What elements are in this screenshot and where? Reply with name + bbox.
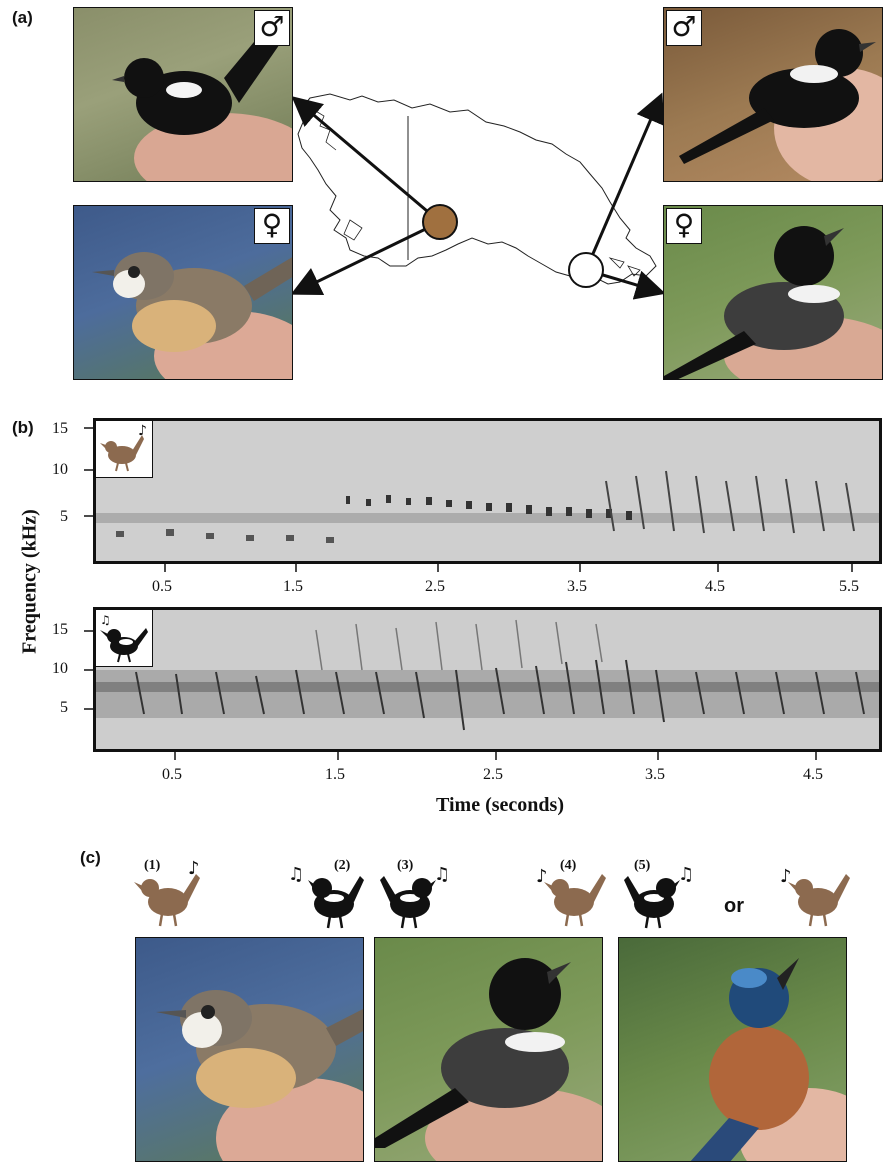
photo-eastern-female: ♀ <box>663 205 883 380</box>
x-tick: 1.5 <box>325 766 345 783</box>
svg-text:♪: ♪ <box>536 866 548 887</box>
brown-bird-icon-box: ♪ <box>96 421 153 478</box>
x-tick: 4.5 <box>705 578 725 595</box>
female-symbol: ♀ <box>666 208 702 244</box>
black-bird-icon-box: ♫ <box>96 610 153 667</box>
x-tick: 2.5 <box>425 578 445 595</box>
photo-western-female: ♀ <box>73 205 293 380</box>
y-ticks-bottom <box>84 630 93 710</box>
scenario-label-2: (2) <box>334 858 351 873</box>
x-tick: 5.5 <box>839 578 859 595</box>
y-tick: 5 <box>60 508 68 525</box>
x-tick: 3.5 <box>645 766 665 783</box>
svg-text:♫: ♫ <box>678 864 694 885</box>
black-bird-icon: ♫ <box>288 864 364 929</box>
scenario-label-1: (1) <box>144 858 161 873</box>
y-axis-title: Frequency (kHz) <box>18 509 41 654</box>
map-dot-eastern <box>568 252 604 288</box>
black-bird-icon: ♫ <box>624 864 694 929</box>
x-tick: 0.5 <box>162 766 182 783</box>
male-symbol: ♂ <box>254 10 290 46</box>
x-ticks-top <box>164 564 853 572</box>
scenario-label-5: (5) <box>634 858 651 873</box>
arrows-panel-a <box>290 92 666 300</box>
y-tick: 5 <box>60 699 68 716</box>
spectrogram-bottom: ♫ <box>93 607 882 752</box>
panel-c-label: (c) <box>80 848 101 867</box>
brown-bird-icon: ♪ <box>134 860 200 927</box>
svg-text:♫: ♫ <box>434 864 450 885</box>
y-tick: 15 <box>52 621 68 638</box>
male-symbol: ♂ <box>666 10 702 46</box>
svg-text:♪: ♪ <box>138 423 147 439</box>
x-tick: 0.5 <box>152 578 172 595</box>
female-symbol: ♀ <box>254 208 290 244</box>
x-tick: 4.5 <box>803 766 823 783</box>
x-axis-title: Time (seconds) <box>436 794 564 816</box>
spectrogram-top: ♪ <box>93 418 882 564</box>
brown-bird-icon: ♪ <box>536 866 606 927</box>
panel-b-label: (b) <box>12 418 34 437</box>
photo-western-male: ♂ <box>73 7 293 182</box>
scenario-label-3: (3) <box>397 858 414 873</box>
photo-c-female-black <box>374 937 603 1162</box>
svg-text:♫: ♫ <box>100 613 111 627</box>
photo-c-blue-bird <box>618 937 847 1162</box>
x-ticks-bottom <box>174 752 817 760</box>
photo-eastern-male: ♂ <box>663 7 883 182</box>
brown-bird-icon: ♪ <box>780 866 850 927</box>
panel-a-label: (a) <box>12 8 33 27</box>
or-label: or <box>724 895 744 917</box>
x-tick: 1.5 <box>283 578 303 595</box>
svg-text:♪: ♪ <box>780 866 792 887</box>
svg-text:♫: ♫ <box>288 864 304 885</box>
y-tick: 10 <box>52 660 68 677</box>
y-ticks-top <box>84 427 93 517</box>
x-tick: 2.5 <box>483 766 503 783</box>
y-tick: 10 <box>52 461 68 478</box>
x-tick: 3.5 <box>567 578 587 595</box>
photo-c-female-brown <box>135 937 364 1162</box>
svg-text:♪: ♪ <box>188 860 200 879</box>
black-bird-icon: ♫ <box>380 864 450 929</box>
map-dot-western <box>422 204 458 240</box>
y-tick: 15 <box>52 420 68 437</box>
scenario-label-4: (4) <box>560 858 577 873</box>
